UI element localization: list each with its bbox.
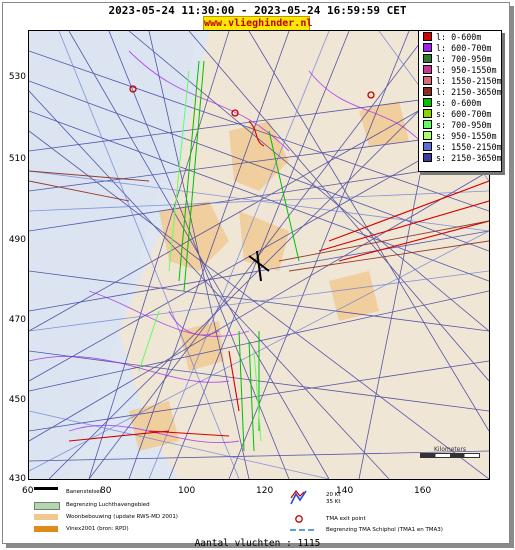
- scale-graphic: [420, 453, 480, 458]
- airport-swatch: [34, 502, 60, 510]
- tma-exit-label: TMA exit point: [326, 516, 366, 522]
- legend-swatch: [423, 142, 432, 151]
- legend-swatch: [423, 98, 432, 107]
- flight-count: Aantal vluchten : 1115: [194, 538, 321, 549]
- y-tick-label: 490: [8, 235, 26, 245]
- green-tracks: [178, 60, 300, 452]
- urban-areas: [129, 101, 409, 451]
- airport-legend-label: Begrenzing Luchthavengebied: [66, 502, 150, 508]
- legend-swatch: [423, 43, 432, 52]
- wind-arrows-icon: [290, 490, 307, 505]
- vinex-swatch: [34, 526, 58, 532]
- legend-swatch: [423, 76, 432, 85]
- x-tick-label: 60: [22, 486, 34, 496]
- time-range-title: 2023-05-24 11:30:00 - 2023-05-24 16:59:5…: [108, 4, 407, 17]
- mid-altitude-tracks: [29, 31, 489, 479]
- flight-track-map: [28, 30, 490, 480]
- y-tick-label: 510: [8, 154, 26, 164]
- runway-legend-label: Banenstelsel: [66, 489, 102, 495]
- legend-item: s: 600-700m: [423, 109, 491, 120]
- y-tick-label: 530: [8, 72, 26, 82]
- legend-item: s: 1550-2150m: [423, 142, 502, 153]
- x-tick-label: 80: [100, 486, 112, 496]
- y-tick-label: 450: [8, 395, 26, 405]
- tma-exit-icon: [295, 515, 303, 523]
- legend-swatch: [423, 131, 432, 140]
- legend-swatch: [423, 153, 432, 162]
- legend-swatch: [423, 32, 432, 41]
- legend-item: l: 0-600m: [423, 32, 481, 43]
- tma-border-label: Begrenzing TMA Schiphol (TMA1 en TMA3): [326, 527, 443, 533]
- legend-item: s: 2150-3650m: [423, 153, 502, 164]
- y-tick-label: 470: [8, 315, 26, 325]
- legend-swatch: [423, 109, 432, 118]
- legend-item: l: 600-700m: [423, 43, 491, 54]
- housing-legend-label: Woonbebouwing (update RWS-MD 2001): [66, 514, 178, 520]
- low-altitude-tracks: [68, 120, 489, 442]
- tma-border-swatch: [290, 529, 314, 531]
- vinex-legend-label: Vinex2001 (bron: RPD): [66, 526, 129, 532]
- legend-item: l: 2150-3650m: [423, 87, 502, 98]
- y-tick-label: 430: [8, 474, 26, 484]
- altitude-legend: l: 0-600m l: 600-700m l: 700-950m l: 950…: [418, 30, 502, 172]
- site-link[interactable]: www.vlieghinder.nl: [203, 16, 313, 31]
- map-legend-bottom: Banenstelsel Begrenzing Luchthavengebied…: [28, 484, 488, 540]
- x-tick-label: 120: [256, 486, 274, 496]
- legend-swatch: [423, 65, 432, 74]
- runway-swatch: [34, 487, 58, 490]
- scale-label: Kilometers: [433, 446, 467, 453]
- brown-tracks: [29, 170, 489, 272]
- scale-bar: Kilometers: [420, 446, 480, 468]
- legend-item: l: 1550-2150m: [423, 76, 502, 87]
- wind-label-a: 20 Kt: [326, 492, 341, 498]
- legend-item: l: 950-1550m: [423, 65, 497, 76]
- x-tick-label: 100: [178, 486, 196, 496]
- legend-swatch: [423, 87, 432, 96]
- light-green-tracks: [138, 70, 262, 442]
- wind-label-b: 35 Kt: [326, 499, 341, 505]
- tma-exit-points: [129, 85, 375, 117]
- legend-item: l: 700-950m: [423, 54, 491, 65]
- legend-item: s: 700-950m: [423, 120, 491, 131]
- x-tick-label: 160: [414, 486, 432, 496]
- legend-item: s: 0-600m: [423, 98, 481, 109]
- legend-item: s: 950-1550m: [423, 131, 497, 142]
- x-tick-label: 140: [336, 486, 354, 496]
- housing-swatch: [34, 514, 58, 520]
- runway-system: [248, 250, 270, 282]
- map-canvas: [29, 31, 489, 479]
- legend-swatch: [423, 120, 432, 129]
- legend-swatch: [423, 54, 432, 63]
